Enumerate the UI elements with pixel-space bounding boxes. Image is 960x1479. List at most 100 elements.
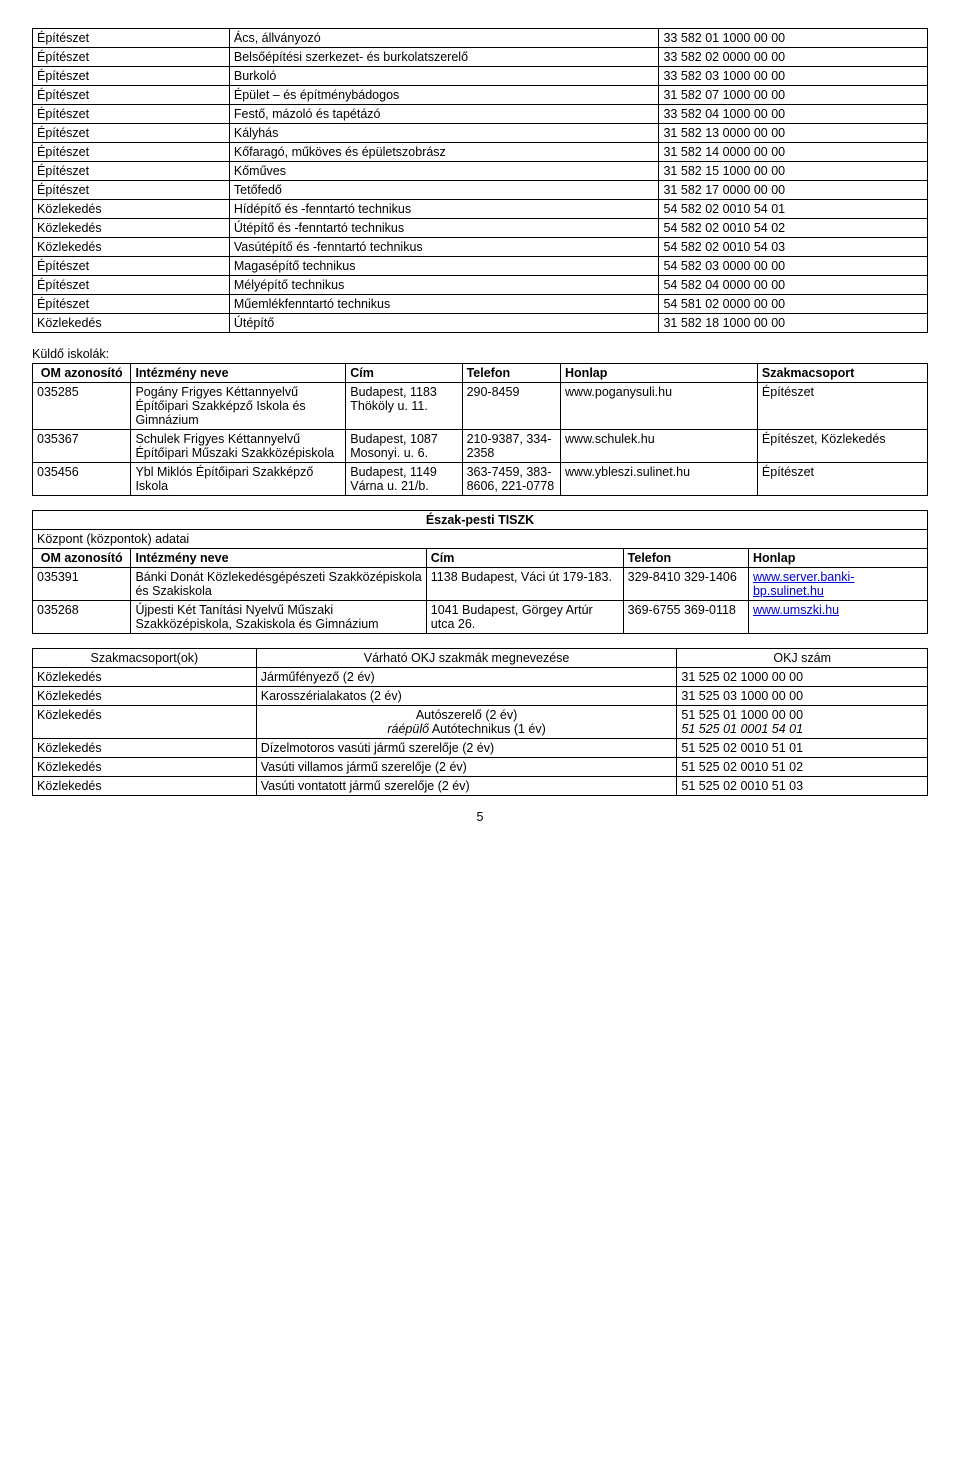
cell: 035391: [33, 568, 131, 601]
section-label-center: Központ (központok) adatai: [33, 530, 928, 549]
table-row: ÉpítészetBelsőépítési szerkezet- és burk…: [33, 48, 928, 67]
schools-table: OM azonosítóIntézmény neveCímTelefonHonl…: [32, 363, 928, 496]
page-number: 5: [32, 810, 928, 824]
cell: Közlekedés: [33, 219, 230, 238]
cell: Műemlékfenntartó technikus: [229, 295, 659, 314]
cell: Közlekedés: [33, 668, 257, 687]
table-row: KözlekedésVasúti vontatott jármű szerelő…: [33, 777, 928, 796]
cell: 54 582 04 0000 00 00: [659, 276, 928, 295]
cell: Építészet: [33, 29, 230, 48]
cell: Vasúti villamos jármű szerelője (2 év): [256, 758, 677, 777]
honlap-link[interactable]: www.server.banki-bp.sulinet.hu: [753, 570, 854, 598]
table-row: KözlekedésÚtépítő és -fenntartó techniku…: [33, 219, 928, 238]
cell: Közlekedés: [33, 687, 257, 706]
cell: Építészet: [757, 383, 927, 430]
table-row: 035367Schulek Frigyes Kéttannyelvű Építő…: [33, 430, 928, 463]
cell: 51 525 02 0010 51 03: [677, 777, 928, 796]
column-header: Intézmény neve: [131, 364, 346, 383]
table-header-row: Szakmacsoport(ok)Várható OKJ szakmák meg…: [33, 649, 928, 668]
cell: 1041 Budapest, Görgey Artúr utca 26.: [426, 601, 623, 634]
table-row: KözlekedésVasútépítő és -fenntartó techn…: [33, 238, 928, 257]
cell: Közlekedés: [33, 238, 230, 257]
table-header-row: OM azonosítóIntézmény neveCímTelefonHonl…: [33, 364, 928, 383]
cell: Budapest, 1087 Mosonyi. u. 6.: [346, 430, 462, 463]
cell: Burkoló: [229, 67, 659, 86]
cell: 54 582 02 0010 54 02: [659, 219, 928, 238]
cell: 363-7459, 383-8606, 221-0778: [462, 463, 560, 496]
cell: Budapest, 1183 Thököly u. 11.: [346, 383, 462, 430]
cell: Belsőépítési szerkezet- és burkolatszere…: [229, 48, 659, 67]
table-row: ÉpítészetTetőfedő31 582 17 0000 00 00: [33, 181, 928, 200]
cell: Építészet: [33, 295, 230, 314]
cell: 369-6755 369-0118: [623, 601, 748, 634]
cell: Ybl Miklós Építőipari Szakképző Iskola: [131, 463, 346, 496]
cell: 210-9387, 334-2358: [462, 430, 560, 463]
table-row: ÉpítészetÁcs, állványozó33 582 01 1000 0…: [33, 29, 928, 48]
column-header: Honlap: [561, 364, 758, 383]
table-row: ÉpítészetMélyépítő technikus54 582 04 00…: [33, 276, 928, 295]
column-header: Intézmény neve: [131, 549, 426, 568]
cell: Közlekedés: [33, 758, 257, 777]
table-row: KözlekedésJárműfényező (2 év)31 525 02 1…: [33, 668, 928, 687]
honlap-link[interactable]: www.umszki.hu: [753, 603, 839, 617]
cell: Ács, állványozó: [229, 29, 659, 48]
cell: Karosszérialakatos (2 év): [256, 687, 677, 706]
cell: Schulek Frigyes Kéttannyelvű Építőipari …: [131, 430, 346, 463]
cell: 33 582 04 1000 00 00: [659, 105, 928, 124]
qualifications-table: ÉpítészetÁcs, állványozó33 582 01 1000 0…: [32, 28, 928, 333]
column-header: OM azonosító: [33, 364, 131, 383]
cell: 54 582 03 0000 00 00: [659, 257, 928, 276]
cell: Építészet: [33, 143, 230, 162]
cell: Építészet: [33, 162, 230, 181]
cell: www.schulek.hu: [561, 430, 758, 463]
table-row: KözlekedésDízelmotoros vasúti jármű szer…: [33, 739, 928, 758]
column-header: Szakmacsoport(ok): [33, 649, 257, 668]
section-label-schools: Küldő iskolák:: [32, 347, 928, 361]
column-header: Várható OKJ szakmák megnevezése: [256, 649, 677, 668]
cell: Budapest, 1149 Várna u. 21/b.: [346, 463, 462, 496]
cell: 31 582 14 0000 00 00: [659, 143, 928, 162]
column-header: Honlap: [748, 549, 927, 568]
cell: Útépítő: [229, 314, 659, 333]
cell: Építészet: [33, 124, 230, 143]
section-label-row: Központ (központok) adatai: [33, 530, 928, 549]
cell: 33 582 01 1000 00 00: [659, 29, 928, 48]
cell: Útépítő és -fenntartó technikus: [229, 219, 659, 238]
table-row: KözlekedésÚtépítő31 582 18 1000 00 00: [33, 314, 928, 333]
table-row: ÉpítészetFestő, mázoló és tapétázó33 582…: [33, 105, 928, 124]
column-header: Cím: [346, 364, 462, 383]
cell: Újpesti Két Tanítási Nyelvű Műszaki Szak…: [131, 601, 426, 634]
cell: Építészet: [33, 276, 230, 295]
cell: Közlekedés: [33, 200, 230, 219]
column-header: OM azonosító: [33, 549, 131, 568]
cell: 31 582 07 1000 00 00: [659, 86, 928, 105]
cell-link: www.server.banki-bp.sulinet.hu: [748, 568, 927, 601]
cell: Közlekedés: [33, 706, 257, 739]
cell: Dízelmotoros vasúti jármű szerelője (2 é…: [256, 739, 677, 758]
cell: Építészet: [33, 105, 230, 124]
column-header: OKJ szám: [677, 649, 928, 668]
table-row: ÉpítészetKőfaragó, műköves és épületszob…: [33, 143, 928, 162]
cell: Vasúti vontatott jármű szerelője (2 év): [256, 777, 677, 796]
cell: 31 525 03 1000 00 00: [677, 687, 928, 706]
cell: Közlekedés: [33, 777, 257, 796]
cell: 33 582 02 0000 00 00: [659, 48, 928, 67]
cell: 1138 Budapest, Váci út 179-183.: [426, 568, 623, 601]
cell: Magasépítő technikus: [229, 257, 659, 276]
cell: Építészet: [33, 257, 230, 276]
table-row: KözlekedésVasúti villamos jármű szerelőj…: [33, 758, 928, 777]
column-header: Telefon: [623, 549, 748, 568]
cell: 329-8410 329-1406: [623, 568, 748, 601]
cell: Építészet: [33, 67, 230, 86]
table-row: KözlekedésHídépítő és -fenntartó technik…: [33, 200, 928, 219]
cell: Kőfaragó, műköves és épületszobrász: [229, 143, 659, 162]
tiszk-title-row: Észak-pesti TISZK: [33, 511, 928, 530]
cell: 035285: [33, 383, 131, 430]
table-row: KözlekedésKarosszérialakatos (2 év)31 52…: [33, 687, 928, 706]
table-row: 035268Újpesti Két Tanítási Nyelvű Műszak…: [33, 601, 928, 634]
cell: Közlekedés: [33, 739, 257, 758]
cell: Építészet: [33, 48, 230, 67]
table-row: 035285Pogány Frigyes Kéttannyelvű Építői…: [33, 383, 928, 430]
cell: Építészet: [757, 463, 927, 496]
cell: Bánki Donát Közlekedésgépészeti Szakközé…: [131, 568, 426, 601]
